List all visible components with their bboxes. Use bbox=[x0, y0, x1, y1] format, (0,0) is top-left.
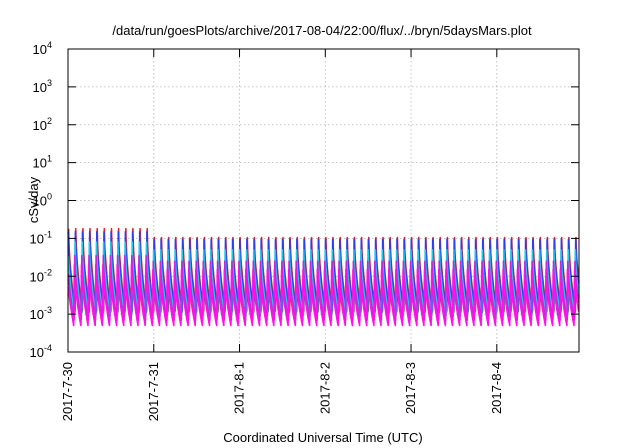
y-tick-label: 10-1 bbox=[30, 229, 52, 246]
y-axis-label: cSv/day bbox=[26, 176, 41, 223]
x-tick-label: 2017-8-4 bbox=[489, 362, 504, 414]
y-tick-label: 104 bbox=[33, 40, 52, 57]
x-tick-label: 2017-7-30 bbox=[60, 362, 75, 421]
y-tick-label: 100 bbox=[33, 192, 52, 209]
y-tick-label: 103 bbox=[33, 78, 52, 95]
y-tick-label: 101 bbox=[33, 154, 52, 171]
x-tick-label: 2017-7-31 bbox=[146, 362, 161, 421]
x-tick-label: 2017-8-2 bbox=[317, 362, 332, 414]
x-axis-label: Coordinated Universal Time (UTC) bbox=[223, 430, 422, 445]
y-tick-label: 102 bbox=[33, 116, 52, 133]
x-tick-label: 2017-8-1 bbox=[232, 362, 247, 414]
x-axis: 2017-7-30 2017-7-31 2017-8-1 2017-8-2 2017-8… bbox=[60, 49, 504, 421]
series-line bbox=[67, 264, 580, 327]
x-tick-label: 2017-8-3 bbox=[403, 362, 418, 414]
y-tick-label: 10-4 bbox=[30, 343, 52, 360]
chart-title: /data/run/goesPlots/archive/2017-08-04/2… bbox=[112, 23, 532, 38]
series-path bbox=[67, 264, 580, 327]
y-tick-label: 10-3 bbox=[30, 305, 52, 322]
y-axis: 10-4 10-3 10-2 10-1 100 101 102 103 104 bbox=[30, 40, 579, 360]
y-tick-label: 10-2 bbox=[30, 267, 52, 284]
series-layer bbox=[67, 227, 580, 327]
